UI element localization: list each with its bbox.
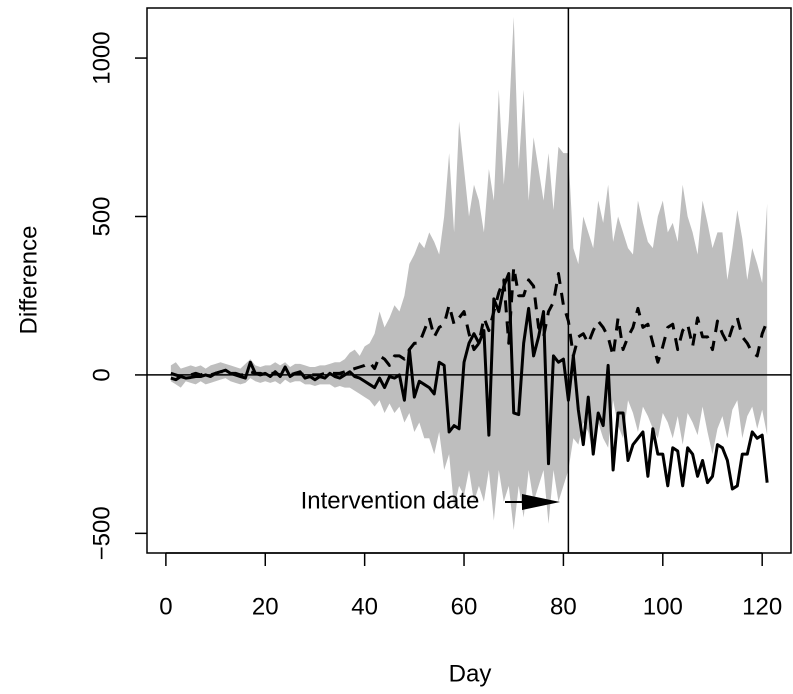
x-tick-label: 0 [159,593,172,620]
x-tick-label: 40 [351,593,378,620]
y-tick-label: −500 [88,506,115,560]
series-line [170,265,769,379]
x-axis-label: Day [449,660,492,687]
x-tick-label: 80 [550,593,577,620]
y-tick-label: 1000 [88,31,115,84]
y-tick-label: 0 [88,368,115,381]
annotation: Intervention date [301,487,480,514]
x-tick-label: 20 [252,593,279,620]
x-tick-label: 120 [742,593,782,620]
y-axis-label: Difference [15,226,42,335]
interval-band [170,16,768,531]
y-tick-label: 500 [88,196,115,236]
x-tick-label: 60 [451,593,478,620]
x-tick-label: 100 [643,593,683,620]
series-line [170,272,769,491]
plot-area [147,8,791,553]
arrow-head [522,494,560,510]
